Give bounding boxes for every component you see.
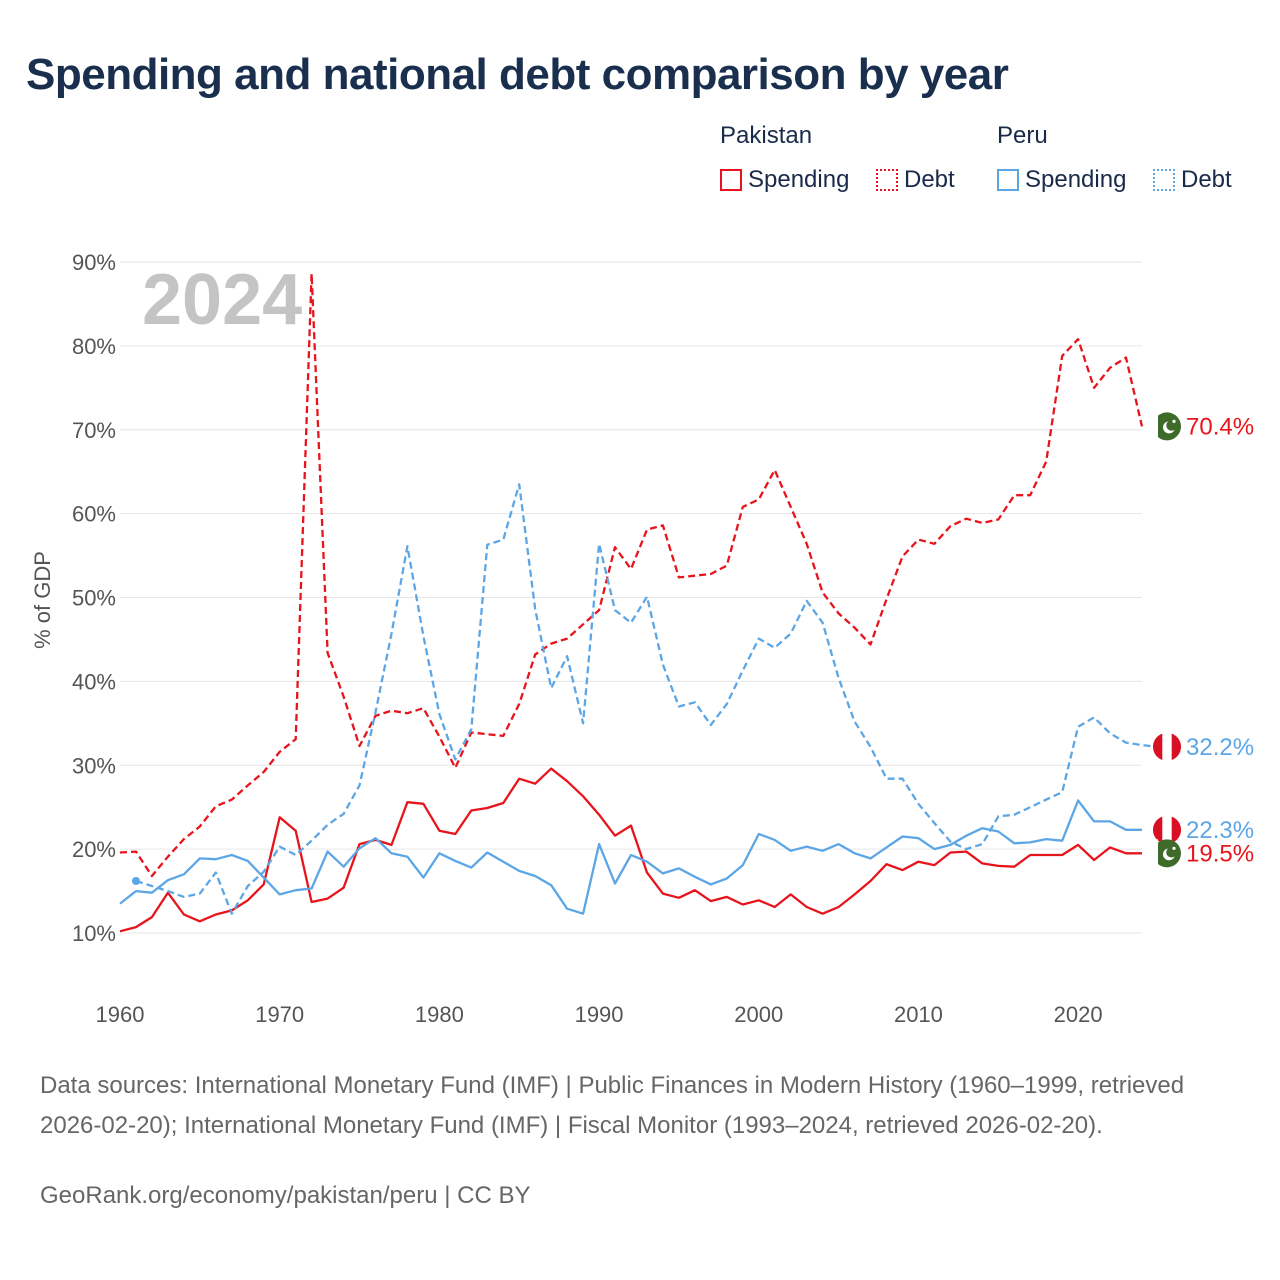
y-tick-label: 40%	[72, 669, 116, 694]
x-tick-label: 1980	[415, 1002, 464, 1027]
legend-item-label: Debt	[904, 166, 955, 193]
solid-line-swatch-icon	[997, 169, 1019, 191]
pakistan-flag	[1153, 839, 1181, 868]
legend-item-peru-debt[interactable]: Debt	[1153, 166, 1232, 194]
peru-flag	[1152, 815, 1182, 844]
legend-country-label: Pakistan	[720, 122, 813, 149]
flag-star	[1172, 419, 1176, 423]
flag-star	[1172, 846, 1176, 850]
peru-flag	[1152, 732, 1182, 761]
flag-band-right	[1171, 733, 1182, 760]
end-value-label: 32.2%	[1186, 734, 1254, 761]
legend-item-peru-spending[interactable]: Spending	[997, 166, 1126, 194]
legend-item-pakistan-debt[interactable]: Debt	[876, 166, 955, 194]
x-tick-label: 2020	[1054, 1002, 1103, 1027]
flag-band	[1153, 839, 1158, 868]
series-start-marker	[131, 876, 140, 885]
y-tick-label: 80%	[72, 334, 116, 359]
x-tick-label: 1970	[255, 1002, 304, 1027]
y-tick-label: 90%	[72, 250, 116, 275]
legend-item-pakistan-spending[interactable]: Spending	[720, 166, 849, 194]
data-sources-note: Data sources: International Monetary Fun…	[40, 1072, 1185, 1139]
dotted-line-swatch-icon	[876, 169, 898, 191]
x-tick-label: 2010	[894, 1002, 943, 1027]
legend: Pakistan Spending Debt Peru Spending Deb…	[720, 122, 1260, 202]
series-line-pakistan-spending	[119, 767, 1142, 933]
source-link[interactable]: GeoRank.org/economy/pakistan/peru | CC B…	[40, 1182, 531, 1209]
flag-band-left	[1152, 816, 1163, 844]
y-axis-title: % of GDP	[30, 551, 55, 649]
legend-item-label: Spending	[748, 166, 850, 193]
legend-country-label: Peru	[997, 122, 1048, 149]
y-tick-label: 20%	[72, 837, 116, 862]
y-tick-label: 60%	[72, 502, 116, 527]
end-value-label: 22.3%	[1186, 817, 1254, 844]
x-tick-label: 1990	[575, 1002, 624, 1027]
x-tick-label: 2000	[734, 1002, 783, 1027]
flag-band-left	[1152, 733, 1163, 760]
dotted-line-swatch-icon	[1153, 169, 1175, 191]
pakistan-flag	[1153, 412, 1181, 441]
series-line-peru-spending	[119, 799, 1142, 915]
series-line-pakistan-debt	[119, 272, 1144, 878]
flag-band-right	[1171, 816, 1182, 844]
y-tick-label: 30%	[72, 753, 116, 778]
end-value-label: 19.5%	[1186, 840, 1254, 867]
y-tick-label: 50%	[72, 586, 116, 611]
flag-band	[1153, 412, 1158, 441]
legend-item-label: Spending	[1025, 166, 1127, 193]
legend-item-label: Debt	[1181, 166, 1232, 193]
line-chart: 10% 20% 30% 40% 50% 60% 70% 80% 90% 1960 1970 1980 1…	[30, 250, 1254, 1027]
end-value-label: 70.4%	[1186, 413, 1254, 440]
year-watermark: 2024	[142, 260, 302, 340]
x-tick-label: 1960	[96, 1002, 145, 1027]
y-tick-label: 10%	[72, 921, 116, 946]
y-tick-label: 70%	[72, 418, 116, 443]
page-title: Spending and national debt comparison by…	[26, 50, 1009, 99]
solid-line-swatch-icon	[720, 169, 742, 191]
